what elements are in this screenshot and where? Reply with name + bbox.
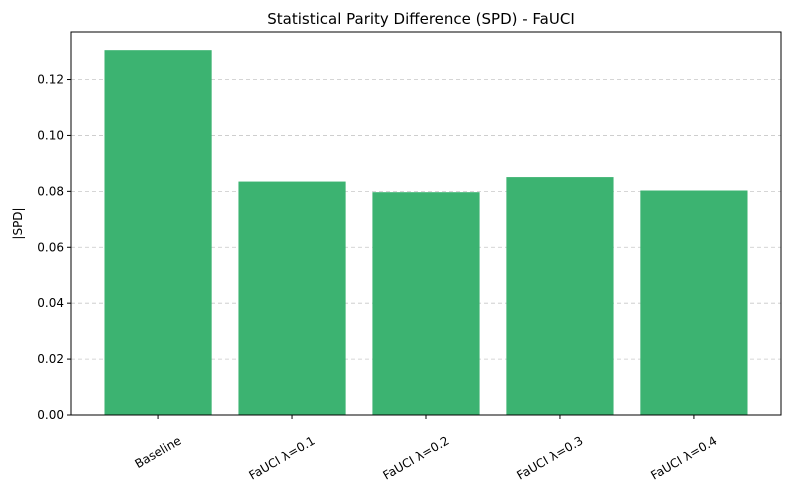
bar [640,190,748,415]
y-axis-ticks: 0.00 0.02 0.04 0.06 0.08 0.10 0.12 [37,73,71,422]
x-tick-label: FaUCI λ=0.3 [514,433,585,482]
x-axis-ticks: Baseline FaUCI λ=0.1 FaUCI λ=0.2 FaUCI λ=0.… [133,415,719,483]
x-tick-label: FaUCI λ=0.1 [247,433,318,482]
y-tick-label: 0.10 [37,128,64,142]
y-tick-label: 0.06 [37,240,64,254]
chart-title: Statistical Parity Difference (SPD) - Fa… [267,10,575,28]
bar [238,181,346,415]
x-tick-label: FaUCI λ=0.4 [648,433,719,482]
bar [104,50,212,415]
y-tick-label: 0.12 [37,73,64,87]
bars [104,50,748,415]
x-tick-label: Baseline [133,433,184,471]
y-tick-label: 0.04 [37,296,64,310]
y-axis-label: |SPD| [11,207,25,239]
x-tick-label: FaUCI λ=0.2 [380,433,451,482]
y-tick-label: 0.02 [37,352,64,366]
bar [506,177,614,415]
y-tick-label: 0.08 [37,184,64,198]
y-tick-label: 0.00 [37,408,64,422]
bar [372,192,480,415]
